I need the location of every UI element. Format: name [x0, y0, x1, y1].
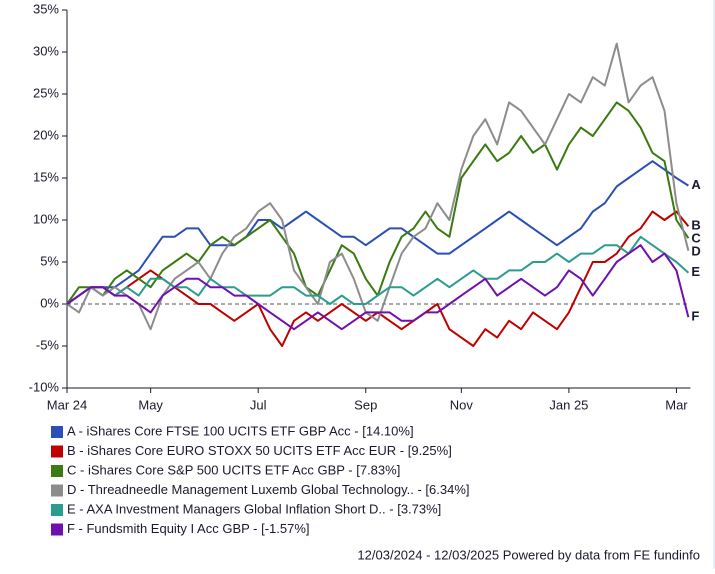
- legend-swatch: [51, 465, 63, 477]
- y-tick-label: 35%: [33, 1, 59, 16]
- series-line: [66, 235, 690, 305]
- x-tick-label: Sep: [354, 397, 377, 412]
- legend-swatch: [51, 484, 63, 497]
- end-label: C: [691, 231, 701, 246]
- legend-label: E - AXA Investment Managers Global Infla…: [67, 501, 441, 516]
- end-label: E: [691, 264, 700, 279]
- y-tick-label: 15%: [33, 169, 59, 184]
- x-tick-label: May: [138, 397, 163, 412]
- legend-label: A - iShares Core FTSE 100 UCITS ETF GBP …: [67, 423, 414, 438]
- legend-swatch: [51, 523, 63, 536]
- legend-swatch: [51, 445, 63, 458]
- series-line: [66, 244, 690, 331]
- legend-label: B - iShares Core EURO STOXX 50 UCITS ETF…: [67, 443, 452, 458]
- legend-swatch: [51, 504, 63, 516]
- x-tick-label: Jul: [250, 397, 267, 412]
- series-line: [66, 160, 689, 305]
- x-tick-label: Jan 25: [549, 397, 588, 412]
- legend-swatch: [51, 426, 63, 438]
- legend-label: D - Threadneedle Management Luxemb Globa…: [67, 482, 470, 497]
- y-tick-label: 20%: [33, 127, 59, 142]
- y-tick-label: 10%: [33, 211, 59, 226]
- end-label: D: [691, 244, 700, 259]
- y-tick-label: 30%: [33, 43, 59, 58]
- y-tick-label: -5%: [36, 337, 60, 352]
- y-tick-label: -10%: [29, 379, 60, 394]
- legend-label: F - Fundsmith Equity I Acc GBP - [-1.57%…: [67, 521, 310, 536]
- end-label: F: [691, 309, 699, 324]
- y-tick-label: 25%: [33, 85, 59, 100]
- y-tick-label: 0%: [40, 295, 59, 310]
- legend-label: C - iShares Core S&P 500 UCITS ETF Acc G…: [67, 462, 400, 477]
- end-label: B: [691, 218, 700, 233]
- end-label: A: [691, 177, 701, 192]
- y-tick-label: 5%: [40, 253, 59, 268]
- x-tick-label: Mar: [665, 397, 688, 412]
- x-tick-label: Mar 24: [47, 397, 87, 412]
- x-tick-label: Nov: [450, 397, 474, 412]
- footer: 12/03/2024 - 12/03/2025 Powered by data …: [357, 547, 700, 562]
